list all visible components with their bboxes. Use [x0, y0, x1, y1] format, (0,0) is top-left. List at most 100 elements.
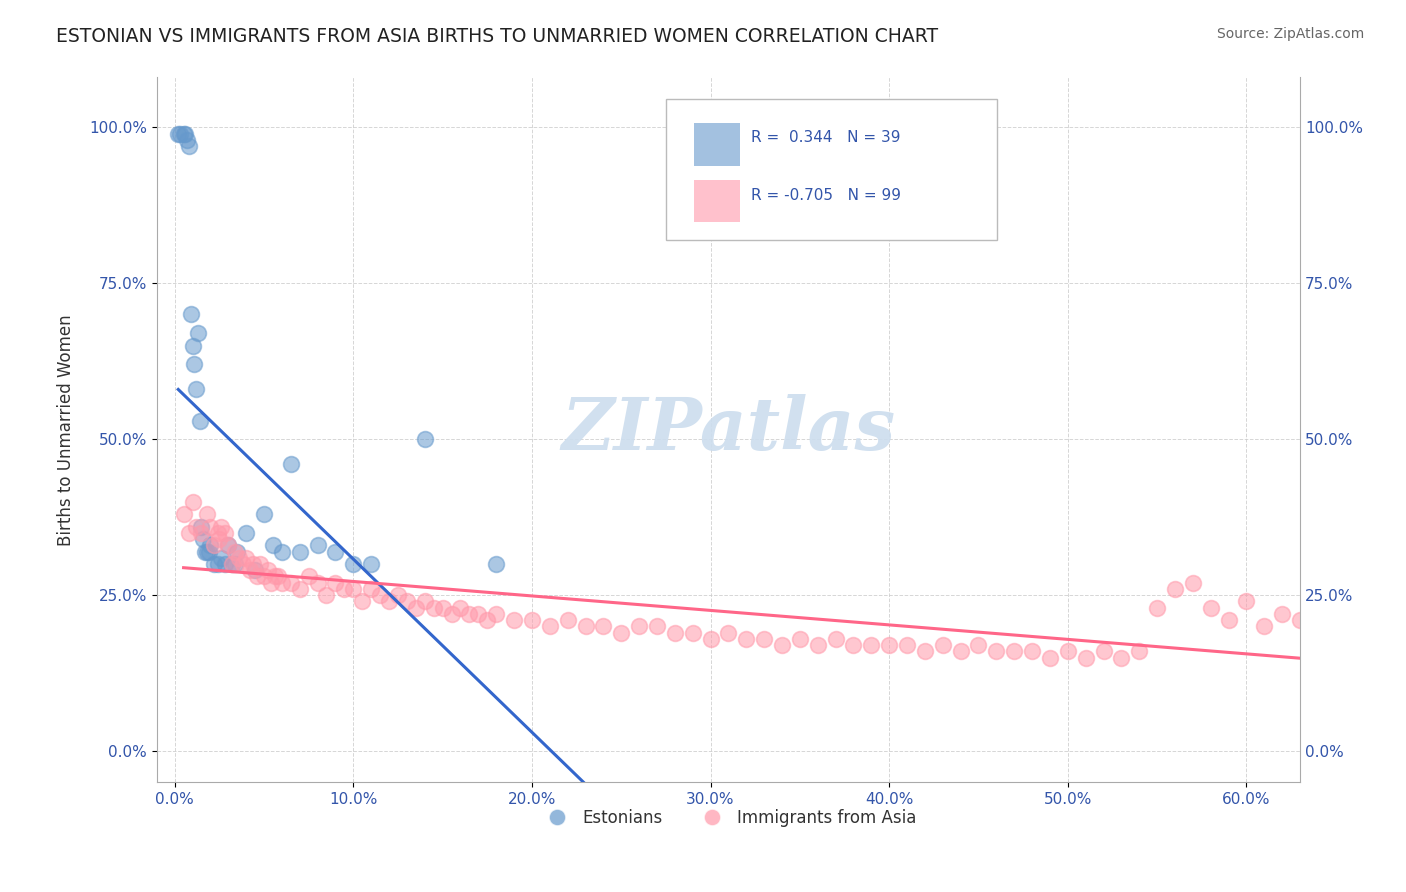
Point: [174, 127, 197, 141]
Point: [207, 525, 229, 540]
Point: [307, 538, 329, 552]
Point: [1128, 644, 1150, 658]
Point: [200, 538, 222, 552]
Point: [202, 557, 225, 571]
Point: [520, 613, 543, 627]
Point: [699, 632, 721, 646]
Point: [253, 507, 276, 521]
Point: [342, 582, 364, 596]
Point: [187, 326, 209, 341]
FancyBboxPatch shape: [665, 99, 997, 240]
Point: [221, 557, 243, 571]
Point: [173, 507, 195, 521]
Bar: [695, 179, 740, 222]
Point: [477, 613, 499, 627]
Point: [228, 550, 250, 565]
Point: [194, 544, 217, 558]
Point: [207, 557, 229, 571]
Point: [253, 569, 276, 583]
Point: [270, 544, 292, 558]
Point: [208, 532, 231, 546]
Point: [235, 550, 257, 565]
Point: [682, 625, 704, 640]
Point: [177, 139, 200, 153]
Point: [664, 625, 686, 640]
Point: [307, 575, 329, 590]
Point: [449, 600, 471, 615]
Point: [896, 638, 918, 652]
Point: [190, 519, 212, 533]
Point: [325, 544, 347, 558]
Text: R = -0.705   N = 99: R = -0.705 N = 99: [751, 188, 901, 203]
Point: [315, 588, 337, 602]
Point: [717, 625, 740, 640]
Point: [195, 544, 218, 558]
Point: [188, 413, 211, 427]
Point: [557, 613, 579, 627]
Point: [485, 607, 508, 621]
Point: [256, 563, 278, 577]
Point: [333, 582, 356, 596]
Point: [789, 632, 811, 646]
Point: [270, 575, 292, 590]
Point: [752, 632, 775, 646]
Point: [378, 594, 401, 608]
Point: [288, 544, 311, 558]
Point: [1271, 607, 1294, 621]
Point: [262, 538, 284, 552]
Y-axis label: Births to Unmarried Women: Births to Unmarried Women: [58, 314, 75, 546]
Point: [231, 557, 253, 571]
Point: [842, 638, 865, 652]
Point: [485, 557, 508, 571]
Point: [432, 600, 454, 615]
Point: [193, 532, 215, 546]
Point: [173, 127, 195, 141]
Point: [195, 507, 218, 521]
Text: ESTONIAN VS IMMIGRANTS FROM ASIA BIRTHS TO UNMARRIED WOMEN CORRELATION CHART: ESTONIAN VS IMMIGRANTS FROM ASIA BIRTHS …: [56, 27, 938, 45]
Point: [440, 607, 463, 621]
Point: [610, 625, 633, 640]
Point: [184, 382, 207, 396]
Point: [1021, 644, 1043, 658]
Point: [176, 133, 198, 147]
Point: [263, 569, 285, 583]
Point: [405, 600, 427, 615]
Text: Source: ZipAtlas.com: Source: ZipAtlas.com: [1216, 27, 1364, 41]
Point: [458, 607, 481, 621]
Point: [1253, 619, 1275, 633]
Text: ZIPatlas: ZIPatlas: [561, 394, 896, 466]
Point: [221, 557, 243, 571]
Point: [1111, 650, 1133, 665]
Point: [200, 519, 222, 533]
Point: [628, 619, 651, 633]
Point: [860, 638, 883, 652]
Point: [645, 619, 668, 633]
Point: [242, 557, 264, 571]
Point: [413, 432, 436, 446]
Point: [1181, 575, 1204, 590]
Point: [1306, 613, 1329, 627]
Point: [1039, 650, 1062, 665]
Point: [1074, 650, 1097, 665]
Point: [167, 127, 190, 141]
Point: [592, 619, 614, 633]
Point: [1218, 613, 1240, 627]
Point: [209, 550, 232, 565]
Point: [877, 638, 900, 652]
Point: [368, 588, 391, 602]
Point: [249, 557, 271, 571]
Point: [325, 575, 347, 590]
Point: [413, 594, 436, 608]
Point: [352, 594, 374, 608]
Point: [986, 644, 1008, 658]
Point: [224, 557, 246, 571]
Point: [288, 582, 311, 596]
Point: [260, 575, 283, 590]
Text: R =  0.344   N = 39: R = 0.344 N = 39: [751, 130, 901, 145]
Point: [267, 569, 290, 583]
Point: [169, 127, 191, 141]
Point: [467, 607, 489, 621]
Point: [360, 557, 382, 571]
Point: [190, 525, 212, 540]
Point: [395, 594, 418, 608]
